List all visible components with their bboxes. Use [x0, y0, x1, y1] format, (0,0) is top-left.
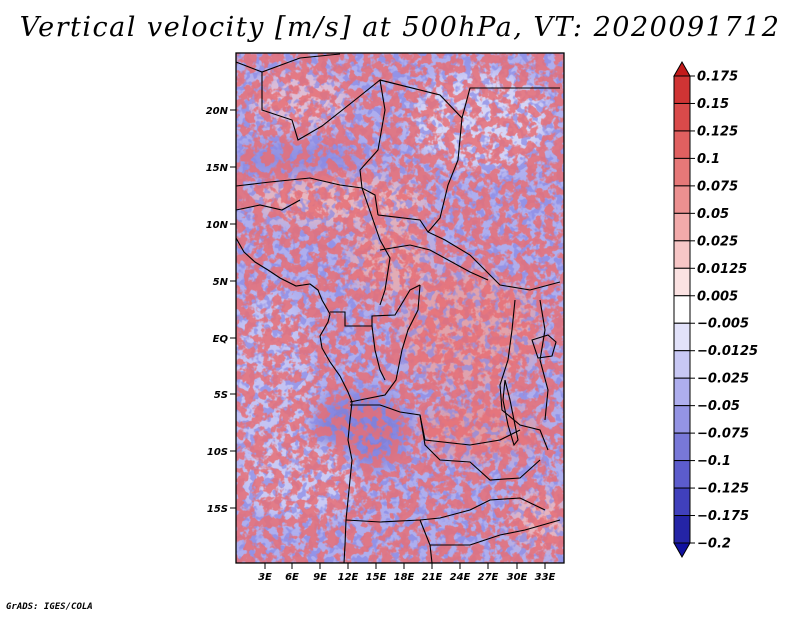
- colorbar-label: −0.0125: [697, 344, 758, 359]
- lon-label: 15E: [366, 572, 387, 583]
- country-borders: [236, 53, 561, 563]
- colorbar-segment: [673, 405, 691, 434]
- colorbar-label: −0.025: [697, 372, 749, 387]
- colorbar-segment: [673, 185, 691, 214]
- lon-label: 6E: [285, 572, 299, 583]
- lat-label: 5N: [213, 277, 229, 288]
- border-line: [236, 177, 379, 216]
- border-line: [236, 53, 341, 73]
- border-line: [427, 117, 463, 233]
- colorbar-label: 0.175: [697, 70, 738, 85]
- lat-label: 15N: [206, 163, 229, 174]
- lon-label: 33E: [535, 572, 556, 583]
- colorbar-label: −0.125: [697, 482, 749, 497]
- colorbar-segment: [673, 267, 691, 297]
- coastline: [236, 237, 353, 563]
- colorbar-label: 0.05: [697, 207, 729, 222]
- border-line: [236, 199, 301, 211]
- lon-label: 9E: [313, 572, 327, 583]
- border-line: [499, 299, 549, 451]
- border-line: [379, 244, 489, 281]
- lon-label: 3E: [258, 572, 272, 583]
- lat-label: 20N: [206, 106, 229, 117]
- colorbar-label: −0.1: [697, 454, 731, 469]
- colorbar-segment: [673, 240, 691, 269]
- lon-label: 18E: [394, 572, 415, 583]
- lake-tanganyika: [502, 379, 519, 447]
- colorbar-segment: [673, 432, 691, 462]
- border-line: [430, 519, 561, 546]
- colorbar-segment: [673, 322, 691, 352]
- colorbar-segment: [673, 295, 691, 324]
- lon-label: 27E: [478, 572, 499, 583]
- colorbar-segment: [673, 515, 691, 544]
- colorbar-segment: [673, 130, 691, 159]
- colorbar-top-arrow: [673, 60, 691, 77]
- border-line: [349, 284, 421, 403]
- colorbar-segment: [673, 157, 691, 187]
- velocity-field: [236, 53, 564, 563]
- map-title: Vertical velocity [m/s] at 500hPa, VT: 2…: [19, 12, 781, 43]
- colorbar-segment: [673, 460, 691, 489]
- colorbar-segment: [673, 487, 691, 517]
- lat-label: EQ: [213, 334, 229, 345]
- lon-label: 12E: [338, 572, 359, 583]
- border-line: [371, 325, 386, 381]
- colorbar-label: 0.125: [697, 124, 738, 139]
- lon-label: 30E: [507, 572, 528, 583]
- lon-label: 24E: [450, 572, 471, 583]
- colorbar-segment: [673, 102, 691, 132]
- lat-label: 10S: [207, 447, 228, 458]
- lake-victoria: [531, 334, 557, 359]
- longitude-axis: [264, 563, 546, 569]
- colorbar-label: 0.025: [697, 234, 738, 249]
- lat-label: 5S: [214, 390, 228, 401]
- colorbar-segment: [673, 377, 691, 407]
- colorbar-label: −0.175: [697, 509, 749, 524]
- colorbar-segment: [673, 350, 691, 379]
- colorbar-label: −0.075: [697, 427, 749, 442]
- colorbar-segment: [673, 212, 691, 242]
- lon-label: 21E: [422, 572, 443, 583]
- colorbar: 0.175 0.15 0.125 0.1 0.075 0.05 0.025 0.0125 0.0…: [673, 60, 758, 559]
- colorbar-label: 0.15: [697, 97, 729, 112]
- map-frame: [235, 52, 565, 564]
- colorbar-label: 0.1: [697, 152, 720, 167]
- border-line: [330, 284, 421, 327]
- latitude-labels: 20N 15N 10N 5N EQ 5S 10S 15S: [206, 106, 229, 515]
- colorbar-label: −0.05: [697, 399, 740, 414]
- colorbar-label: 0.005: [697, 289, 738, 304]
- border-line: [377, 214, 561, 291]
- latitude-axis: [230, 109, 236, 509]
- lat-label: 10N: [206, 220, 229, 231]
- lat-label: 15S: [207, 504, 228, 515]
- colorbar-label: 0.0125: [697, 262, 747, 277]
- border-line: [261, 72, 386, 189]
- colorbar-label: −0.2: [697, 537, 731, 552]
- border-line: [539, 299, 549, 421]
- footer-credit: GrADS: IGES/COLA: [6, 602, 93, 612]
- colorbar-label: 0.075: [697, 179, 738, 194]
- colorbar-label: −0.005: [697, 317, 749, 332]
- colorbar-segment: [673, 75, 691, 104]
- colorbar-bottom-arrow: [673, 542, 691, 559]
- border-line: [345, 497, 546, 523]
- border-line: [419, 414, 541, 481]
- border-line: [361, 187, 391, 306]
- longitude-labels: 3E 6E 9E 12E 15E 18E 21E 24E 27E 30E 33E: [258, 572, 555, 583]
